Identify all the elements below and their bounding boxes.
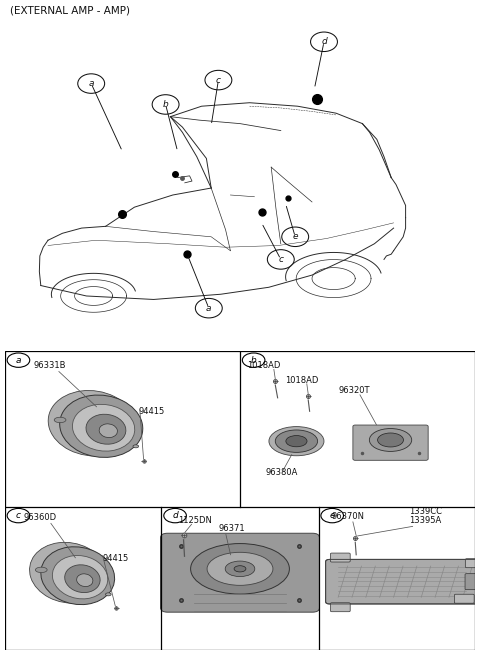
Ellipse shape <box>275 430 318 453</box>
Text: 94415: 94415 <box>103 554 129 563</box>
Text: c: c <box>216 76 221 85</box>
Text: 96320T: 96320T <box>339 386 370 395</box>
Text: e: e <box>329 511 335 520</box>
Ellipse shape <box>269 426 324 456</box>
Ellipse shape <box>77 574 93 587</box>
Text: 1339CC: 1339CC <box>409 507 443 516</box>
Ellipse shape <box>369 428 412 451</box>
Text: 96380A: 96380A <box>266 468 298 477</box>
Text: (EXTERNAL AMP - AMP): (EXTERNAL AMP - AMP) <box>10 5 130 15</box>
Text: d: d <box>321 37 327 46</box>
Ellipse shape <box>225 561 255 577</box>
Text: 96331B: 96331B <box>33 361 66 370</box>
Text: c: c <box>16 511 21 520</box>
Ellipse shape <box>133 445 139 448</box>
FancyBboxPatch shape <box>465 558 480 568</box>
Text: a: a <box>206 304 212 313</box>
Text: c: c <box>278 255 283 264</box>
FancyBboxPatch shape <box>160 533 320 612</box>
Ellipse shape <box>65 565 100 593</box>
Text: b: b <box>251 355 256 365</box>
Text: 96360D: 96360D <box>24 513 57 522</box>
Ellipse shape <box>48 390 135 456</box>
Text: 13395A: 13395A <box>409 516 442 526</box>
Ellipse shape <box>36 567 47 572</box>
Ellipse shape <box>86 415 126 444</box>
Ellipse shape <box>41 547 115 604</box>
Ellipse shape <box>207 553 273 585</box>
Ellipse shape <box>191 543 289 594</box>
Ellipse shape <box>286 436 307 447</box>
Text: 1018AD: 1018AD <box>285 376 318 385</box>
Text: 1125DN: 1125DN <box>178 516 212 526</box>
FancyBboxPatch shape <box>330 602 350 612</box>
Text: 96370N: 96370N <box>332 512 365 521</box>
Text: 96371: 96371 <box>219 524 245 533</box>
Ellipse shape <box>378 433 404 447</box>
FancyBboxPatch shape <box>330 553 350 562</box>
Ellipse shape <box>106 593 111 596</box>
Ellipse shape <box>99 424 118 438</box>
Text: d: d <box>172 511 178 520</box>
Ellipse shape <box>234 566 246 572</box>
FancyBboxPatch shape <box>455 594 474 603</box>
FancyBboxPatch shape <box>465 574 480 590</box>
Ellipse shape <box>54 417 66 422</box>
Ellipse shape <box>60 395 143 457</box>
Ellipse shape <box>30 542 107 603</box>
Text: e: e <box>292 233 298 241</box>
Text: a: a <box>88 79 94 88</box>
Text: 94415: 94415 <box>139 407 165 417</box>
Text: a: a <box>16 355 21 365</box>
Text: 1018AD: 1018AD <box>247 361 280 370</box>
FancyBboxPatch shape <box>325 559 479 604</box>
Ellipse shape <box>72 404 135 451</box>
FancyBboxPatch shape <box>353 425 428 461</box>
Ellipse shape <box>52 556 108 599</box>
Text: b: b <box>163 100 168 109</box>
